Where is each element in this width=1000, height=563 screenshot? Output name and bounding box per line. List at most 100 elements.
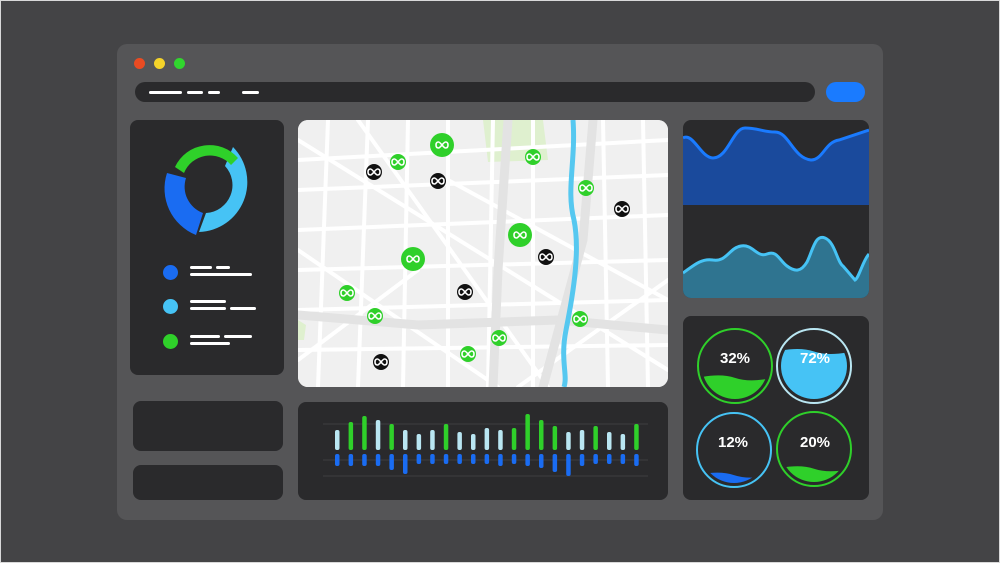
close-dot-icon[interactable] xyxy=(134,58,145,69)
gauge-ring xyxy=(776,328,852,404)
gauge-ring xyxy=(696,412,772,488)
equalizer-bar-down xyxy=(498,454,503,466)
equalizer-bar-down xyxy=(430,454,435,464)
legend-item-light-blue xyxy=(130,296,256,318)
card-placeholder-2[interactable] xyxy=(133,465,283,500)
equalizer-bar-up xyxy=(457,432,462,450)
legend-dot-icon xyxy=(163,334,178,349)
equalizer-bar-up xyxy=(593,426,598,450)
equalizer-bar-up xyxy=(471,434,476,450)
map-pin-black[interactable] xyxy=(366,164,382,180)
equalizer-bar-down xyxy=(566,454,571,476)
equalizer-bar-down xyxy=(634,454,639,466)
equalizer-bar-up xyxy=(443,424,449,450)
equalizer-bar-down xyxy=(375,454,381,466)
map-pin-green[interactable] xyxy=(339,285,355,301)
map-pin-black[interactable] xyxy=(373,354,389,370)
area-top-line xyxy=(683,126,869,162)
area-bottom-fill xyxy=(683,237,869,298)
map-pin-black[interactable] xyxy=(457,284,473,300)
address-bar[interactable] xyxy=(135,82,815,102)
map-pin-green[interactable] xyxy=(430,133,454,157)
equalizer-bar-down xyxy=(389,454,394,470)
equalizer-bar-down xyxy=(607,454,612,464)
map-pin-green[interactable] xyxy=(367,308,383,324)
gauge-fill xyxy=(701,472,767,483)
equalizer-bar-up xyxy=(566,432,571,450)
equalizer-bar-down xyxy=(525,454,530,466)
address-text-placeholder xyxy=(208,91,220,94)
gauges-panel: 32% 72% 12% 20% xyxy=(683,316,869,500)
equalizer-bar-down xyxy=(484,454,490,464)
map-pin-green[interactable] xyxy=(572,311,588,327)
minimize-dot-icon[interactable] xyxy=(154,58,165,69)
area-bottom-line xyxy=(683,235,869,282)
map-pin-green[interactable] xyxy=(401,247,425,271)
equalizer-bar-up xyxy=(430,430,435,450)
gauge-label-4: 20% xyxy=(799,434,831,451)
equalizer-bar-up xyxy=(620,434,626,450)
equalizer-bar-down xyxy=(552,454,558,472)
gauge-ring xyxy=(776,411,852,487)
equalizer-bar-down xyxy=(593,454,598,464)
equalizer-bar-up xyxy=(484,428,490,450)
equalizer-bar-up xyxy=(416,434,422,450)
map-pin-green[interactable] xyxy=(508,223,532,247)
map-pin-black[interactable] xyxy=(538,249,554,265)
gauge-label-3: 12% xyxy=(717,434,749,451)
gauge-fill xyxy=(702,375,768,399)
map-pin-green[interactable] xyxy=(578,180,594,196)
legend-dot-icon xyxy=(163,299,178,314)
equalizer-chart xyxy=(323,414,648,477)
equalizer-bar-down xyxy=(579,454,585,466)
equalizer-bar-up xyxy=(498,430,503,450)
equalizer-bar-up xyxy=(525,414,530,450)
map-streets xyxy=(298,120,668,387)
equalizer-bar-down xyxy=(471,454,476,464)
equalizer-bar-down xyxy=(457,454,462,464)
equalizer-bar-down xyxy=(335,454,340,466)
equalizer-bar-down xyxy=(362,454,367,466)
donut-segment-green xyxy=(175,145,238,173)
equalizer-bar-up xyxy=(634,424,639,450)
equalizer-bar-up xyxy=(579,430,585,450)
gauge-fill xyxy=(781,348,847,399)
gauge-label-1: 32% xyxy=(719,350,751,367)
go-button[interactable] xyxy=(826,82,865,102)
map-view[interactable] xyxy=(298,120,668,387)
map-pin-black[interactable] xyxy=(614,201,630,217)
equalizer-bar-up xyxy=(389,424,394,450)
gauge-circles xyxy=(696,328,852,488)
zoom-dot-icon[interactable] xyxy=(174,58,185,69)
equalizer-bar-up xyxy=(348,422,354,450)
map-pin-green[interactable] xyxy=(491,330,507,346)
equalizer-bar-up xyxy=(403,430,408,450)
map-pin-black[interactable] xyxy=(430,173,446,189)
equalizer-bar-down xyxy=(539,454,544,468)
equalizer-bar-down xyxy=(348,454,354,466)
equalizer-panel xyxy=(298,402,668,500)
legend-item-blue xyxy=(130,262,252,284)
address-text-placeholder xyxy=(242,91,259,94)
area-chart-panel xyxy=(683,120,869,298)
equalizer-bar-up xyxy=(362,416,367,450)
equalizer-bar-down xyxy=(403,454,408,474)
donut-panel xyxy=(130,120,284,375)
equalizer-bar-up xyxy=(539,420,544,450)
card-placeholder-1[interactable] xyxy=(133,401,283,451)
map-pin-green[interactable] xyxy=(460,346,476,362)
map-pin-green[interactable] xyxy=(390,154,406,170)
equalizer-bar-up xyxy=(335,430,340,450)
gauge-label-2: 72% xyxy=(799,350,831,367)
gauge-ring xyxy=(697,328,773,404)
donut-segment-light-blue xyxy=(199,147,248,232)
map-pin-green[interactable] xyxy=(525,149,541,165)
address-text-placeholder xyxy=(187,91,203,94)
address-text-placeholder xyxy=(149,91,182,94)
area-top-fill xyxy=(683,128,869,205)
legend-dot-icon xyxy=(163,265,178,280)
donut-chart xyxy=(164,145,248,235)
equalizer-bar-down xyxy=(443,454,449,464)
equalizer-bar-down xyxy=(620,454,626,464)
equalizer-bar-down xyxy=(416,454,422,464)
